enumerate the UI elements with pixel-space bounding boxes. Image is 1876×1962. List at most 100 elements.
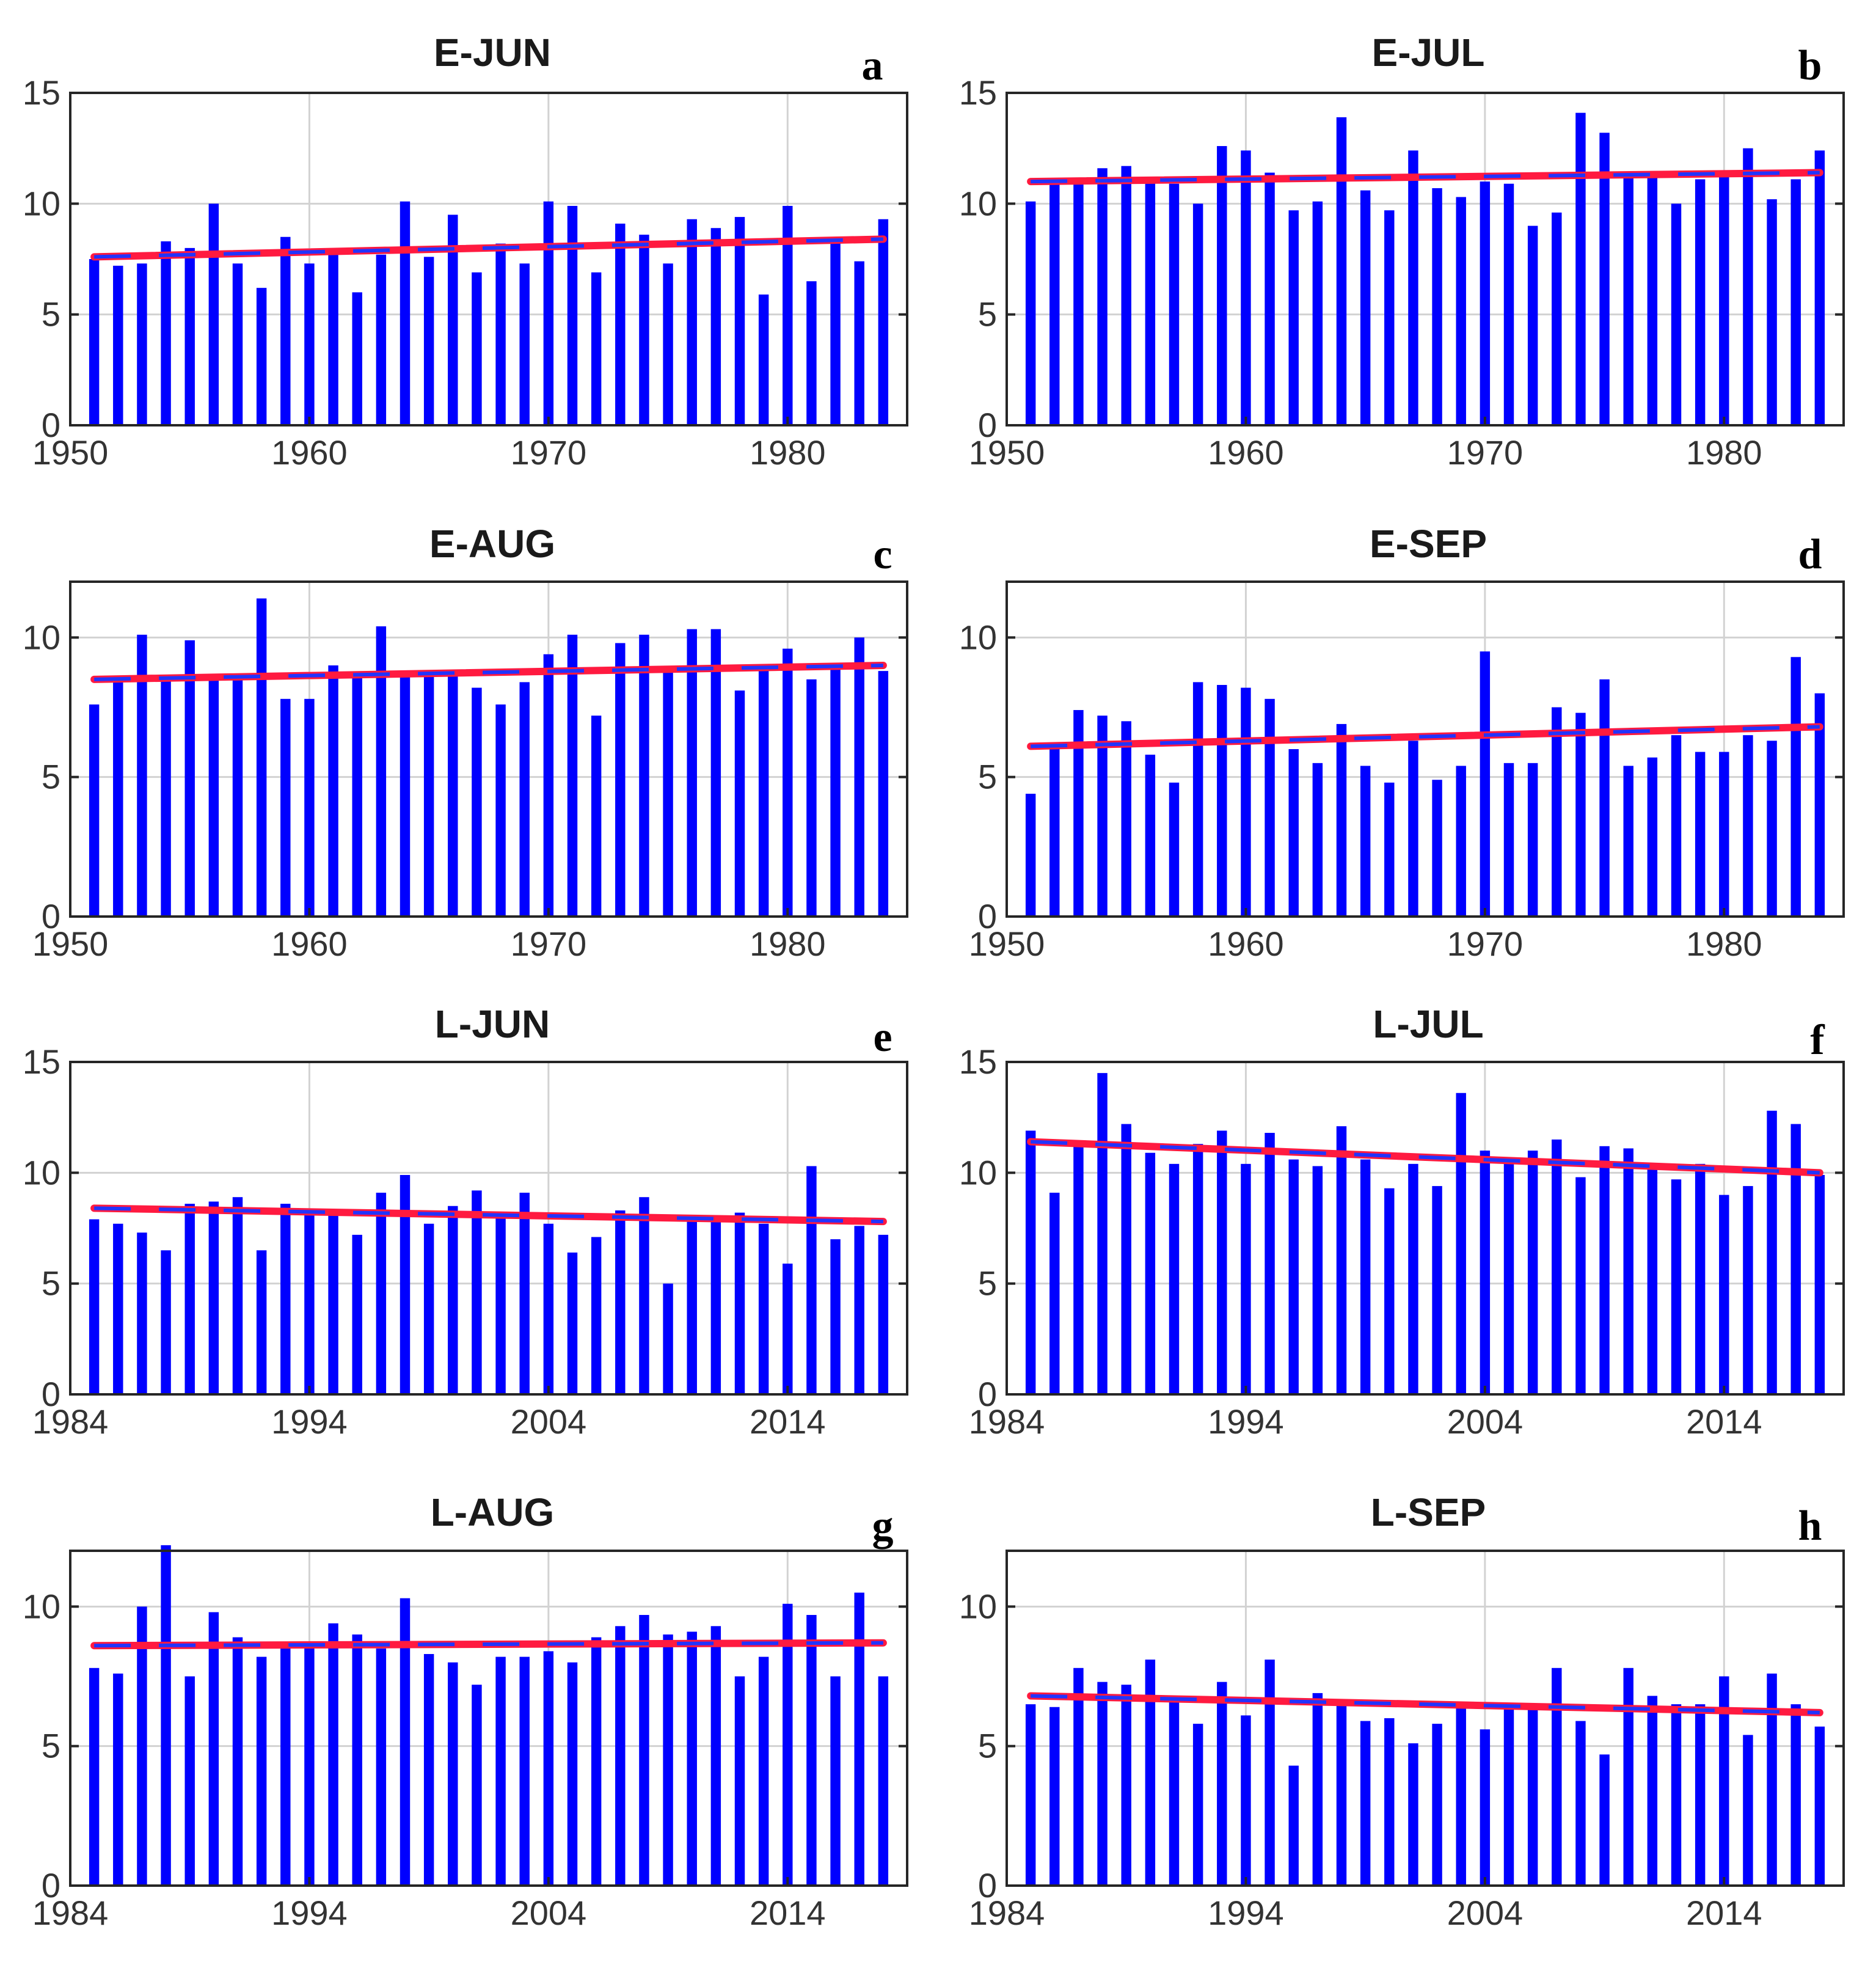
bar	[1097, 1682, 1108, 1886]
bar	[472, 687, 482, 917]
panel-title: E-JUN	[434, 31, 551, 75]
bar	[1719, 1195, 1729, 1394]
bar	[1217, 1682, 1227, 1886]
bar	[1432, 188, 1442, 425]
bar	[89, 1219, 100, 1394]
bar	[1025, 201, 1036, 425]
bar	[1599, 133, 1610, 425]
bar	[1503, 1707, 1514, 1886]
bar	[567, 634, 578, 917]
bar	[137, 634, 147, 917]
bar	[1025, 1130, 1036, 1394]
bar	[304, 698, 315, 917]
x-tick-label: 1984	[32, 1894, 109, 1932]
y-tick-label: 15	[23, 1042, 60, 1081]
bar	[806, 281, 817, 425]
bar	[639, 235, 649, 425]
x-tick-label: 2014	[1686, 1402, 1762, 1441]
x-tick-label: 1980	[750, 433, 826, 472]
axes-frame	[69, 1550, 908, 1887]
bar	[1384, 1718, 1395, 1886]
bar	[1719, 1676, 1729, 1886]
axes-frame	[1006, 92, 1845, 426]
bar	[232, 1637, 243, 1886]
bar	[280, 698, 291, 917]
panel-g: L-AUG g	[431, 1490, 894, 1550]
bar	[400, 1598, 411, 1886]
trend-line-dashed	[1031, 725, 1820, 749]
bar	[1241, 1715, 1251, 1886]
bar	[1552, 707, 1562, 917]
bar	[328, 665, 338, 917]
bar	[400, 201, 411, 425]
panel-d: E-SEP d	[1370, 522, 1822, 578]
axes-b: 0 5 10 15 1950 1960 1970 1980	[959, 73, 1845, 472]
bar	[1503, 183, 1514, 425]
bar	[519, 1192, 530, 1394]
x-tick-label: 1994	[271, 1894, 348, 1932]
bar	[567, 205, 578, 425]
axes-f: 0 5 10 15 1984 1994 2004 2014	[959, 1042, 1845, 1441]
bar	[1743, 148, 1753, 425]
y-tick-label: 10	[23, 184, 60, 222]
panel-letter: d	[1798, 531, 1822, 578]
trend-line-dashed	[94, 237, 883, 259]
bar	[1790, 179, 1801, 425]
bar	[1025, 794, 1036, 917]
bar	[1552, 1139, 1562, 1394]
trend-line-dashed	[1031, 1140, 1820, 1175]
bar	[1145, 755, 1156, 917]
x-tick-label: 1984	[32, 1402, 109, 1441]
bar	[1384, 1188, 1395, 1394]
panel-e: L-JUN e	[435, 1002, 892, 1061]
x-tick-label: 2004	[511, 1894, 587, 1932]
bar	[1241, 1163, 1251, 1394]
bar	[1145, 1660, 1156, 1886]
axes-frame	[1006, 1061, 1845, 1396]
bar	[448, 1662, 458, 1886]
bar	[1790, 657, 1801, 917]
bar	[1527, 763, 1538, 917]
bar	[1241, 687, 1251, 917]
bar	[1767, 1673, 1777, 1886]
bar	[710, 629, 721, 917]
bar	[687, 629, 697, 917]
bar	[1695, 1163, 1706, 1394]
y-tick-label: 5	[978, 758, 997, 796]
bar	[161, 241, 171, 425]
y-tick-label: 0	[978, 1375, 997, 1413]
bar	[1695, 752, 1706, 917]
axes-h: 0 5 10 1984 1994 2004 2014	[959, 1550, 1845, 1932]
bar	[376, 254, 387, 425]
bar	[184, 1204, 195, 1394]
bar	[783, 1603, 793, 1886]
bar	[89, 704, 100, 917]
x-tick-label: 2014	[750, 1402, 826, 1441]
bar	[1767, 1110, 1777, 1394]
x-tick-label: 1970	[1447, 924, 1524, 963]
bar	[184, 640, 195, 917]
trend-line-dashed	[94, 1206, 883, 1224]
panel-title: L-JUL	[1373, 1002, 1483, 1046]
bar	[137, 1606, 147, 1886]
bar	[1312, 1693, 1323, 1886]
panel-b: E-JUL b	[1372, 31, 1822, 89]
bar	[1480, 651, 1491, 917]
bar	[1743, 735, 1753, 917]
bar	[1217, 146, 1227, 426]
bar	[1456, 1093, 1466, 1394]
bar	[1288, 1765, 1299, 1886]
bar	[663, 263, 673, 425]
bar	[1575, 112, 1586, 425]
bar	[352, 1634, 362, 1886]
axes-frame	[69, 580, 908, 918]
bar	[256, 598, 267, 917]
y-tick-label: 0	[42, 406, 60, 444]
bar	[878, 671, 889, 917]
bar	[687, 1221, 697, 1394]
bar	[1192, 682, 1203, 917]
bar	[710, 1219, 721, 1394]
panel-letter: h	[1798, 1503, 1822, 1550]
bar	[1552, 212, 1562, 425]
bar	[1767, 199, 1777, 425]
